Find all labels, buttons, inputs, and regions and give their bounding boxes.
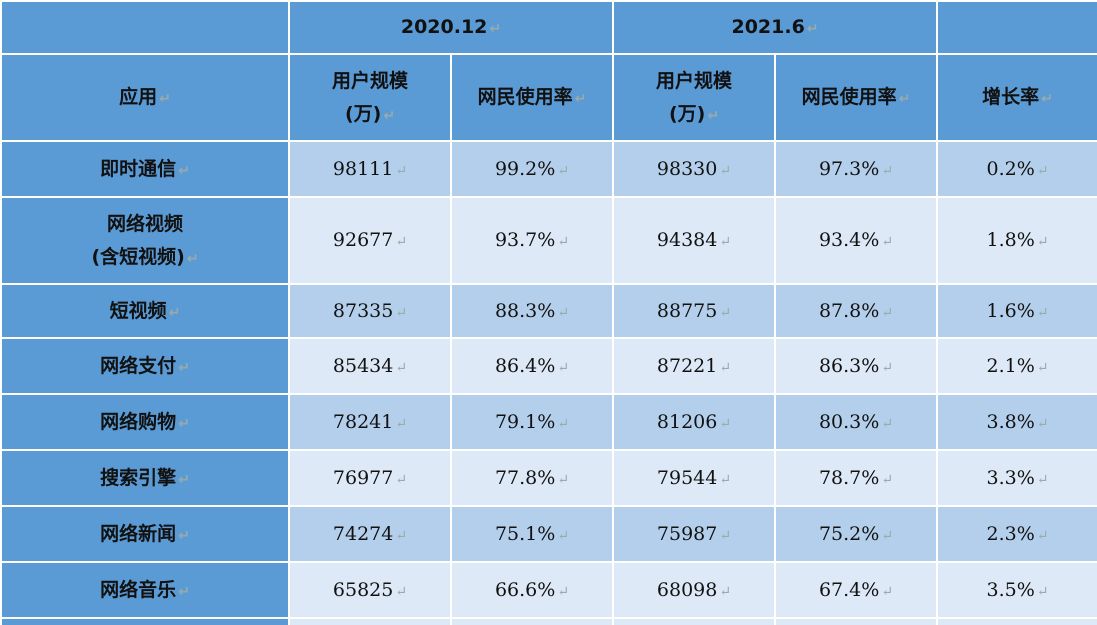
table-cell: 93.4% <box>774 196 938 285</box>
column-header: 增长率 <box>936 53 1097 142</box>
table-cell: 1.8% <box>936 196 1097 285</box>
table-row: 搜索引擎7697777.8%7954478.7%3.3% <box>0 449 1097 507</box>
table-cell: 2.3% <box>936 505 1097 563</box>
table-cell: 99.2% <box>450 140 614 198</box>
column-header: 应用 <box>0 53 290 142</box>
table-cell: 98111 <box>288 140 452 198</box>
table-cell: 0.2% <box>936 140 1097 198</box>
table-cell: 86.4% <box>450 337 614 395</box>
table-cell <box>288 617 452 625</box>
group-header: 2020.12 <box>288 0 614 55</box>
table-cell: 75987 <box>612 505 776 563</box>
table-cell <box>0 617 290 625</box>
table-cell: 93.7% <box>450 196 614 285</box>
table-cell: 98330 <box>612 140 776 198</box>
table-row: 即时通信9811199.2%9833097.3%0.2% <box>0 140 1097 198</box>
table-cell: 87.8% <box>774 283 938 339</box>
table-cell: 97.3% <box>774 140 938 198</box>
table-cell: 2.1% <box>936 337 1097 395</box>
column-header: 用户规模 (万) <box>612 53 776 142</box>
header-cell <box>936 0 1097 55</box>
table-cell: 78241 <box>288 393 452 451</box>
table-cell: 68098 <box>612 561 776 619</box>
row-label: 短视频 <box>0 283 290 339</box>
table-cell: 3.8% <box>936 393 1097 451</box>
table-row: 网络新闻7427475.1%7598775.2%2.3% <box>0 505 1097 563</box>
table-cell: 79544 <box>612 449 776 507</box>
table-cell: 75.1% <box>450 505 614 563</box>
table-cell: 86.3% <box>774 337 938 395</box>
table-cell: 88.3% <box>450 283 614 339</box>
column-header: 用户规模 (万) <box>288 53 452 142</box>
row-label: 搜索引擎 <box>0 449 290 507</box>
table-cell: 1.6% <box>936 283 1097 339</box>
table-cell: 79.1% <box>450 393 614 451</box>
table-cell: 87335 <box>288 283 452 339</box>
table-row: 网络支付8543486.4%8722186.3%2.1% <box>0 337 1097 395</box>
table-cell <box>612 617 776 625</box>
table-cell: 78.7% <box>774 449 938 507</box>
table-cell: 74274 <box>288 505 452 563</box>
table-cell: 81206 <box>612 393 776 451</box>
column-header: 网民使用率 <box>774 53 938 142</box>
table-cell <box>450 617 614 625</box>
row-label: 即时通信 <box>0 140 290 198</box>
table-row: 短视频8733588.3%8877587.8%1.6% <box>0 283 1097 339</box>
column-header-row: 应用用户规模 (万)网民使用率用户规模 (万)网民使用率增长率 <box>0 53 1097 142</box>
row-label: 网络音乐 <box>0 561 290 619</box>
table-row <box>0 617 1097 625</box>
group-header: 2021.6 <box>612 0 938 55</box>
table-row: 网络音乐6582566.6%6809867.4%3.5% <box>0 561 1097 619</box>
column-header: 网民使用率 <box>450 53 614 142</box>
table-cell <box>936 617 1097 625</box>
table-cell: 88775 <box>612 283 776 339</box>
table-cell: 67.4% <box>774 561 938 619</box>
table-cell: 94384 <box>612 196 776 285</box>
table-cell <box>774 617 938 625</box>
table-cell: 3.5% <box>936 561 1097 619</box>
table-cell: 92677 <box>288 196 452 285</box>
table-row: 网络视频 (含短视频)9267793.7%9438493.4%1.8% <box>0 196 1097 285</box>
row-label: 网络新闻 <box>0 505 290 563</box>
table-cell: 85434 <box>288 337 452 395</box>
row-label: 网络视频 (含短视频) <box>0 196 290 285</box>
table-cell: 87221 <box>612 337 776 395</box>
table-cell: 65825 <box>288 561 452 619</box>
table-cell: 3.3% <box>936 449 1097 507</box>
table-cell: 75.2% <box>774 505 938 563</box>
group-header-row: 2020.12 2021.6 <box>0 0 1097 55</box>
table-cell: 66.6% <box>450 561 614 619</box>
header-cell <box>0 0 290 55</box>
table-cell: 80.3% <box>774 393 938 451</box>
row-label: 网络支付 <box>0 337 290 395</box>
table-cell: 76977 <box>288 449 452 507</box>
row-label: 网络购物 <box>0 393 290 451</box>
table-row: 网络购物7824179.1%8120680.3%3.8% <box>0 393 1097 451</box>
table-cell: 77.8% <box>450 449 614 507</box>
